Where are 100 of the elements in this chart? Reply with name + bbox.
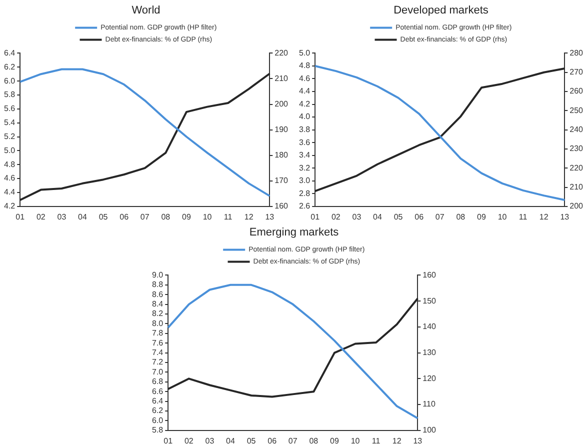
x-tick-label: 05 xyxy=(98,212,108,222)
x-tick-label: 11 xyxy=(518,212,528,222)
x-tick-label: 09 xyxy=(477,212,486,222)
chart-title: Emerging markets xyxy=(249,226,340,239)
x-tick-label: 06 xyxy=(120,212,130,222)
y-tick-label: 3.2 xyxy=(298,163,311,172)
y-tick-label: 3.6 xyxy=(298,138,311,147)
x-tick-label: 01 xyxy=(310,212,320,222)
x-tick-label: 10 xyxy=(350,436,360,446)
y2-tick-label: 240 xyxy=(570,125,584,134)
x-tick-label: 10 xyxy=(202,212,212,222)
y-tick-label: 4.4 xyxy=(4,188,16,197)
y-tick-label: 6.6 xyxy=(152,386,164,396)
x-tick-label: 11 xyxy=(224,212,233,222)
x-tick-label: 01 xyxy=(164,436,174,446)
y-tick-label: 7.0 xyxy=(152,367,164,376)
y2-tick-label: 120 xyxy=(422,374,437,383)
y2-tick-label: 260 xyxy=(570,86,584,96)
x-tick-label: 13 xyxy=(265,212,275,222)
y-tick-label: 8.4 xyxy=(152,300,164,309)
x-tick-label: 07 xyxy=(288,436,298,446)
y2-tick-label: 220 xyxy=(570,163,584,172)
y-tick-label: 6.0 xyxy=(4,76,16,86)
chart-title: Developed markets xyxy=(394,4,489,17)
y-tick-label: 4.2 xyxy=(4,202,16,211)
x-tick-label: 12 xyxy=(392,436,402,446)
x-tick-label: 11 xyxy=(372,436,381,446)
y-tick-label: 4.8 xyxy=(298,61,311,70)
y2-tick-label: 210 xyxy=(570,182,584,192)
y2-tick-label: 140 xyxy=(422,322,437,332)
x-tick-label: 13 xyxy=(560,212,570,222)
y-tick-label: 8.0 xyxy=(152,318,164,328)
y-tick-label: 7.6 xyxy=(152,338,164,348)
x-tick-label: 10 xyxy=(498,212,508,222)
x-tick-label: 04 xyxy=(78,212,88,222)
x-tick-label: 12 xyxy=(244,212,254,222)
x-tick-label: 03 xyxy=(205,436,215,446)
x-tick-label: 09 xyxy=(330,436,340,446)
y-tick-label: 6.2 xyxy=(4,62,16,72)
y2-tick-label: 220 xyxy=(274,48,289,58)
y-tick-label: 4.0 xyxy=(298,112,311,122)
x-tick-label: 02 xyxy=(184,436,194,446)
y2-tick-label: 280 xyxy=(570,48,584,58)
y2-tick-label: 230 xyxy=(570,144,584,154)
y-tick-label: 8.6 xyxy=(152,290,164,299)
y-tick-label: 5.2 xyxy=(4,132,16,141)
y-tick-label: 2.6 xyxy=(298,202,311,211)
y2-tick-label: 170 xyxy=(274,176,289,186)
x-tick-label: 05 xyxy=(246,436,256,446)
x-tick-label: 12 xyxy=(539,212,549,222)
y2-tick-label: 130 xyxy=(422,348,437,358)
y-tick-label: 5.4 xyxy=(4,118,16,128)
y-tick-label: 7.8 xyxy=(152,328,164,338)
x-tick-label: 07 xyxy=(140,212,150,222)
y-tick-label: 3.0 xyxy=(298,176,311,186)
y-tick-label: 5.8 xyxy=(4,90,16,100)
y-tick-label: 4.6 xyxy=(4,174,16,183)
y2-tick-label: 190 xyxy=(274,125,289,134)
y-tick-label: 5.0 xyxy=(4,146,16,155)
x-tick-label: 03 xyxy=(57,212,67,222)
x-tick-label: 08 xyxy=(161,212,171,222)
y-tick-label: 6.4 xyxy=(152,396,164,406)
x-tick-label: 04 xyxy=(226,436,236,446)
y-tick-label: 5.6 xyxy=(4,104,16,114)
y-tick-label: 4.6 xyxy=(298,74,311,83)
x-tick-label: 06 xyxy=(414,212,424,222)
y-tick-label: 8.8 xyxy=(152,280,164,290)
y2-tick-label: 210 xyxy=(274,74,289,83)
y-tick-label: 4.4 xyxy=(298,86,311,96)
y-tick-label: 2.8 xyxy=(298,188,311,198)
y-tick-label: 3.8 xyxy=(298,125,311,134)
y-tick-label: 6.0 xyxy=(152,416,164,425)
x-tick-label: 08 xyxy=(309,436,319,446)
y-tick-label: 6.4 xyxy=(4,48,16,58)
y-tick-label: 5.8 xyxy=(152,426,164,435)
x-tick-label: 06 xyxy=(268,436,278,446)
y2-tick-label: 180 xyxy=(274,150,289,160)
y-tick-label: 4.8 xyxy=(4,160,16,169)
y2-tick-label: 160 xyxy=(422,270,437,280)
x-tick-label: 07 xyxy=(435,212,445,222)
y-tick-label: 5.0 xyxy=(298,48,311,58)
x-tick-label: 01 xyxy=(16,212,26,222)
y2-tick-label: 110 xyxy=(422,400,436,409)
y2-tick-label: 250 xyxy=(570,106,584,115)
y2-tick-label: 100 xyxy=(422,426,437,435)
y2-tick-label: 150 xyxy=(422,296,437,306)
y-tick-label: 7.4 xyxy=(152,348,164,358)
y2-tick-label: 200 xyxy=(274,99,289,108)
y-tick-label: 3.4 xyxy=(298,150,311,160)
x-tick-label: 05 xyxy=(394,212,404,222)
y-tick-label: 4.2 xyxy=(298,99,311,108)
y-tick-label: 8.2 xyxy=(152,309,164,318)
x-tick-label: 02 xyxy=(331,212,341,222)
y-tick-label: 6.8 xyxy=(152,377,164,386)
y2-tick-label: 200 xyxy=(570,202,584,211)
x-tick-label: 04 xyxy=(373,212,382,222)
y2-tick-label: 270 xyxy=(570,68,584,77)
chart-title: World xyxy=(132,4,160,17)
y2-tick-label: 160 xyxy=(274,202,289,211)
x-tick-label: 13 xyxy=(413,436,423,446)
